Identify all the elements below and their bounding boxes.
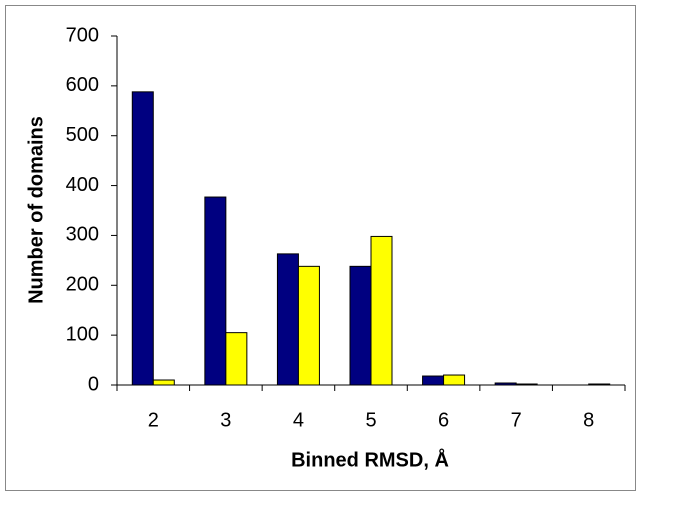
- y-tick-label: 600: [66, 74, 99, 96]
- y-tick-label: 200: [66, 274, 99, 296]
- bar: [588, 383, 611, 386]
- bar: [422, 375, 445, 386]
- x-tick-label: 8: [583, 409, 594, 431]
- y-tick-label: 700: [66, 24, 99, 46]
- y-axis-title: Number of domains: [25, 116, 47, 304]
- bar: [370, 235, 393, 386]
- x-tick-label: 5: [365, 409, 376, 431]
- y-tick-label: 500: [66, 124, 99, 146]
- x-tick-label: 3: [220, 409, 231, 431]
- y-tick-label: 0: [88, 373, 99, 395]
- y-tick-label: 300: [66, 224, 99, 246]
- y-tick-label: 100: [66, 323, 99, 345]
- y-tick-label: 400: [66, 174, 99, 196]
- bar: [204, 196, 227, 386]
- bar: [225, 332, 248, 386]
- bar: [349, 265, 372, 386]
- bar: [276, 253, 299, 386]
- chart-border: [5, 5, 636, 491]
- x-tick-label: 6: [438, 409, 449, 431]
- x-tick-label: 4: [293, 409, 304, 431]
- x-tick-label: 2: [148, 409, 159, 431]
- bar: [131, 91, 154, 386]
- bar: [515, 383, 538, 386]
- bar: [297, 265, 320, 386]
- bar: [152, 379, 175, 386]
- x-axis-title: Binned RMSD, Å: [291, 447, 449, 471]
- x-tick-label: 7: [511, 409, 522, 431]
- bar: [443, 374, 466, 386]
- bar: [494, 382, 517, 386]
